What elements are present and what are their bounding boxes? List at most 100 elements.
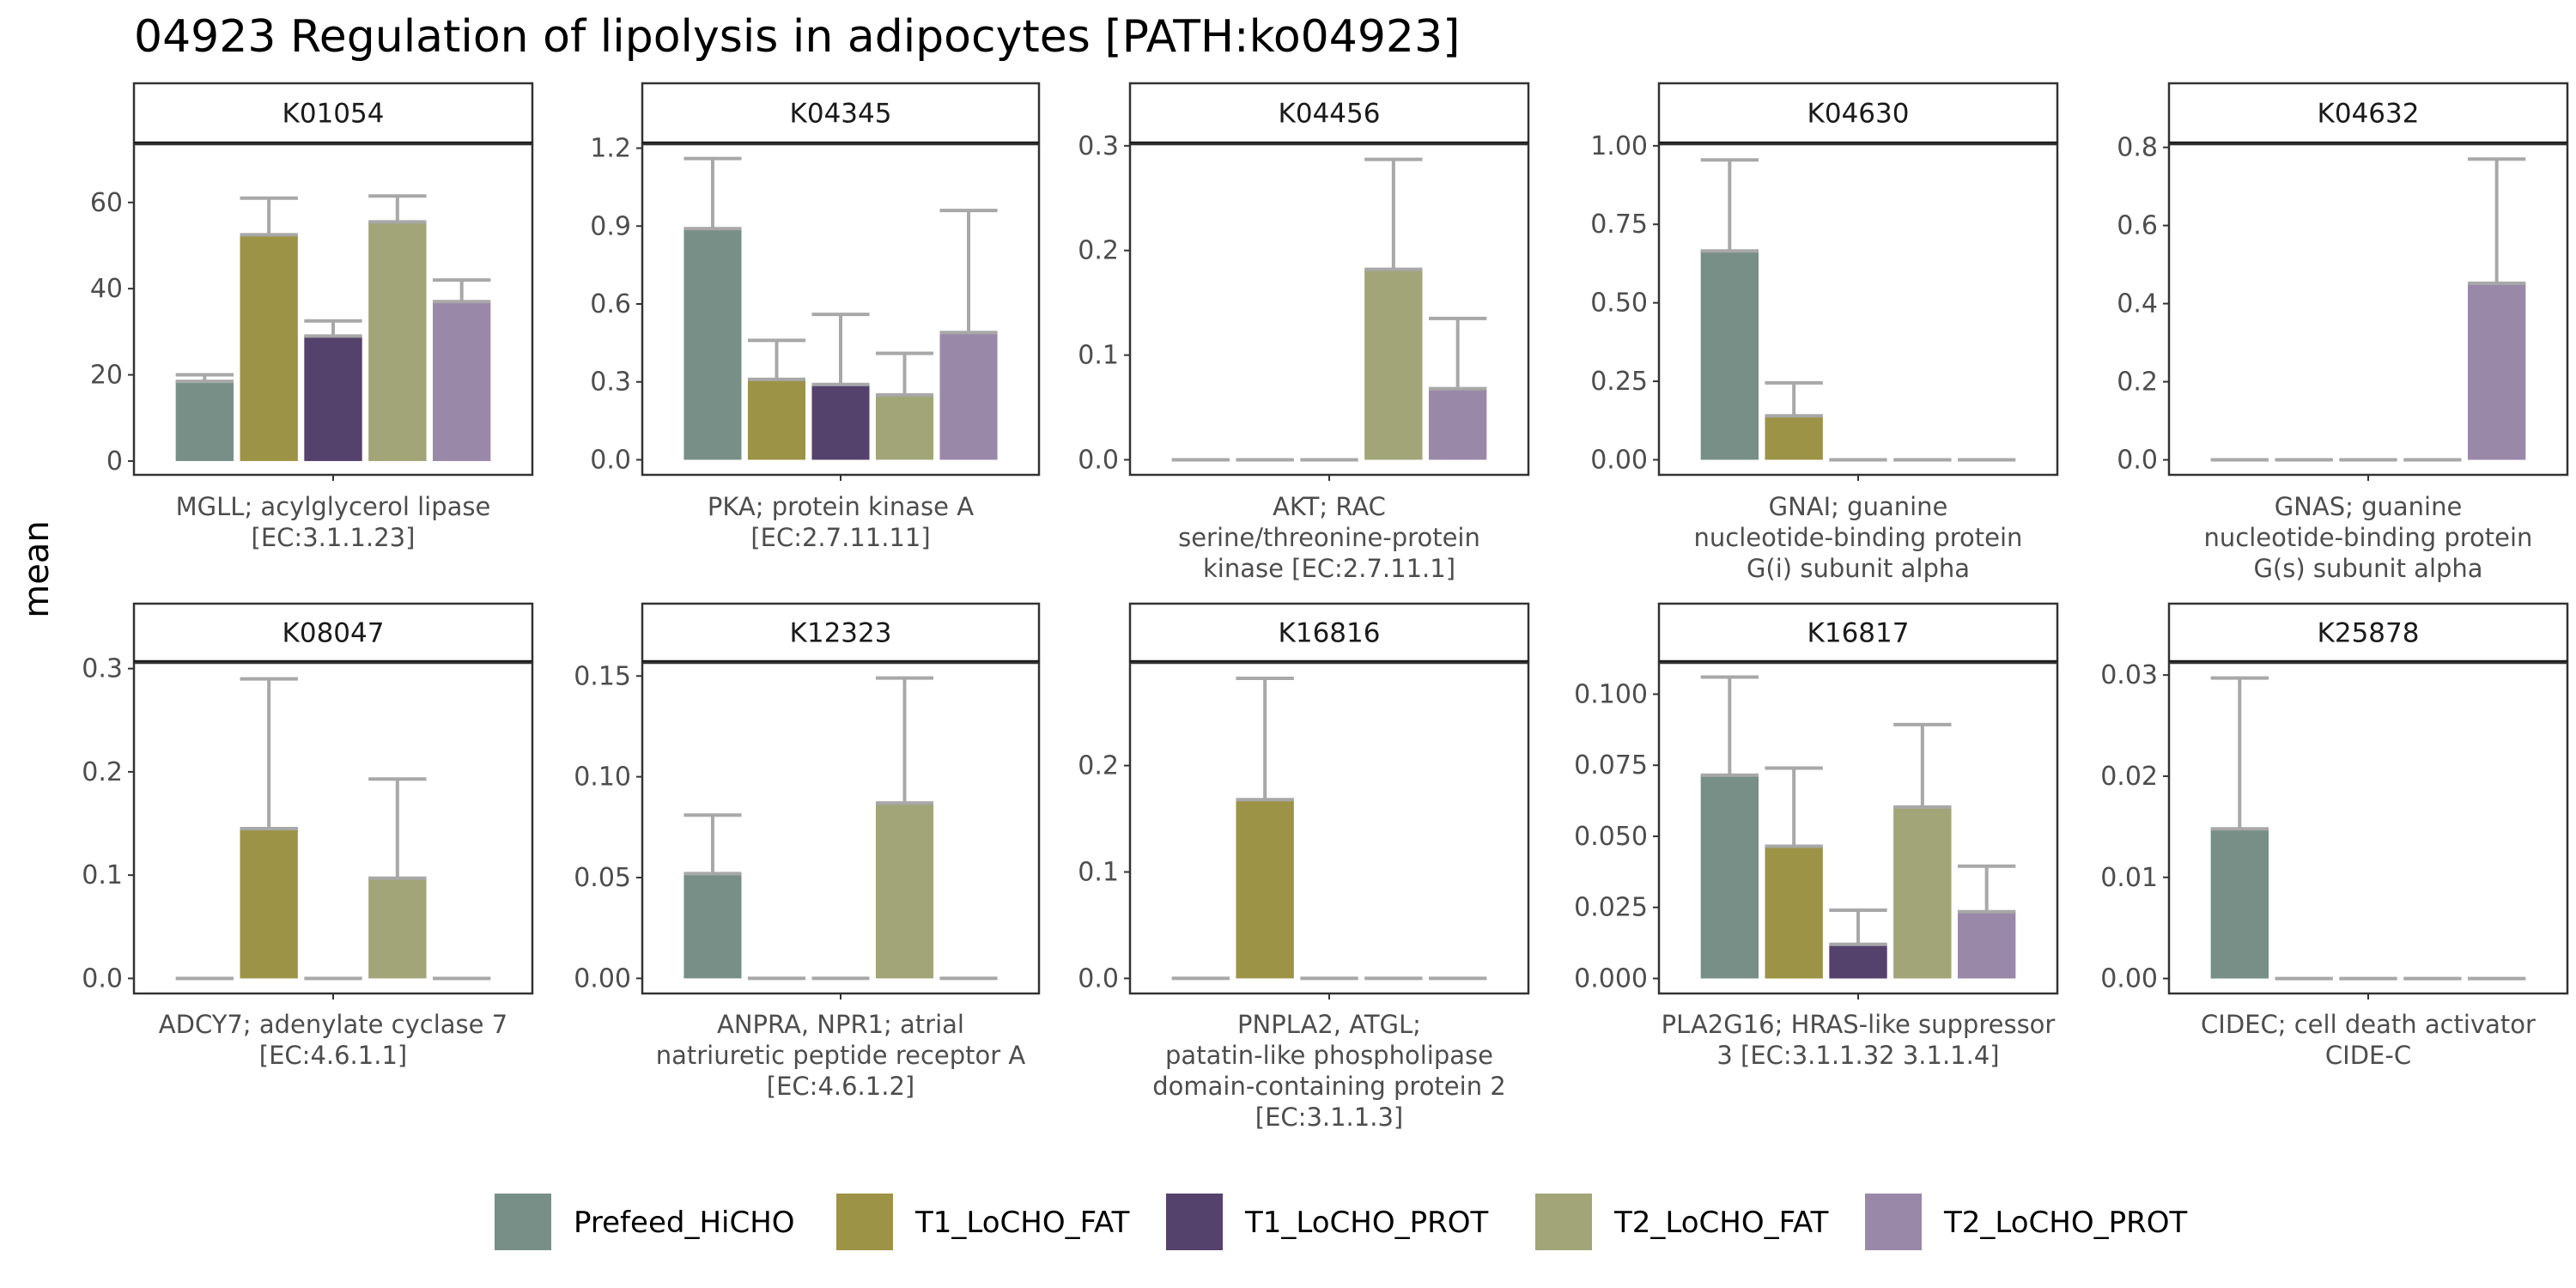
x-category-label: CIDEC; cell death activator (2201, 1010, 2536, 1039)
bar-T2_LoCHO_PROT (433, 301, 491, 461)
legend-swatch-T1_LoCHO_PROT (1166, 1194, 1223, 1250)
x-category-label: GNAS; guanine (2275, 492, 2463, 521)
y-tick-label: 0.050 (1574, 822, 1648, 852)
legend-label-T2_LoCHO_FAT: T2_LoCHO_FAT (1613, 1206, 1829, 1240)
x-category-label: natriuretic peptide receptor A (656, 1041, 1026, 1070)
facet-strip (2167, 82, 2569, 144)
y-tick-label: 0.3 (590, 368, 631, 398)
x-category-label: PLA2G16; HRAS-like suppressor (1662, 1010, 2056, 1039)
y-tick-label: 0.075 (1574, 750, 1648, 781)
y-tick-label: 0.15 (574, 661, 631, 691)
y-axis-label: mean (17, 520, 57, 617)
facet-K04632: K04632 0.0 0.2 0.4 0.6 0.8 GNAS; guaninenucleo… (2117, 82, 2569, 583)
y-tick-label: 0.75 (1590, 210, 1648, 240)
bar-Prefeed_HiCHO (175, 381, 234, 461)
facet-K04456: K04456 0.0 0.1 0.2 0.3 AKT; RACserine/threoni… (1078, 82, 1530, 583)
y-tick-label: 0.9 (590, 211, 631, 241)
y-tick-label: 20 (90, 361, 123, 391)
bar-T2_LoCHO_PROT (2468, 283, 2526, 460)
x-category-label: MGLL; acylglycerol lipase (176, 492, 491, 521)
y-tick-label: 0.00 (2100, 964, 2158, 994)
bar-Prefeed_HiCHO (2210, 829, 2269, 979)
facet-strip (1657, 602, 2059, 663)
x-category-label: domain-containing protein 2 (1152, 1072, 1506, 1101)
bar-T1_LoCHO_FAT (1765, 416, 1823, 460)
x-category-label: nucleotide-binding protein (2204, 523, 2533, 552)
legend-label-T1_LoCHO_PROT: T1_LoCHO_PROT (1244, 1206, 1489, 1240)
facet-strip-label: K16817 (1807, 618, 1910, 649)
facet-K16817: K16817 0.000 0.025 0.050 0.075 0.100 PLA2G16; … (1574, 602, 2059, 1070)
facet-strip-label: K16816 (1279, 618, 1381, 649)
facet-K12323: K12323 0.00 0.05 0.10 0.15 ANPRA, NPR1; atria… (574, 602, 1041, 1101)
bar-T2_LoCHO_PROT (1429, 388, 1487, 460)
y-tick-label: 0 (106, 447, 123, 477)
bar-T1_LoCHO_FAT (1236, 799, 1294, 979)
facet-strip (132, 602, 534, 663)
x-category-label: [EC:4.6.1.1] (259, 1041, 407, 1070)
facet-strip-label: K01054 (283, 99, 385, 130)
y-tick-label: 0.3 (1078, 131, 1119, 161)
y-tick-label: 0.6 (590, 289, 631, 319)
facet-strip-label: K04345 (790, 99, 892, 130)
facet-K16816: K16816 0.0 0.1 0.2 PNPLA2, ATGL;patatin-like… (1078, 602, 1530, 1132)
x-category-label: G(i) subunit alpha (1747, 554, 1970, 583)
bar-T1_LoCHO_PROT (1829, 944, 1887, 979)
y-tick-label: 0.2 (1078, 751, 1119, 781)
bar-Prefeed_HiCHO (1700, 775, 1759, 979)
chart-title: 04923 Regulation of lipolysis in adipocy… (134, 11, 1460, 63)
y-tick-label: 0.025 (1574, 893, 1648, 923)
y-tick-label: 0.2 (2117, 368, 2158, 398)
y-tick-label: 1.00 (1590, 131, 1648, 161)
y-tick-label: 0.0 (1078, 445, 1119, 475)
legend-label-T1_LoCHO_FAT: T1_LoCHO_FAT (914, 1206, 1130, 1240)
y-tick-label: 0.4 (2117, 289, 2158, 319)
legend-label-T2_LoCHO_PROT: T2_LoCHO_PROT (1943, 1206, 2188, 1240)
y-tick-label: 0.8 (2117, 133, 2158, 163)
bar-T2_LoCHO_FAT (1893, 806, 1952, 979)
bar-T2_LoCHO_PROT (1958, 911, 2016, 979)
bar-Prefeed_HiCHO (683, 873, 742, 979)
facet-strip (1128, 602, 1530, 663)
x-category-label: GNAI; guanine (1769, 492, 1948, 521)
facet-strip-label: K04630 (1807, 99, 1910, 130)
legend-swatch-T2_LoCHO_PROT (1865, 1194, 1922, 1250)
x-category-label: ADCY7; adenylate cyclase 7 (159, 1010, 507, 1039)
y-tick-label: 0.00 (1590, 445, 1648, 475)
facet-K01054: K01054 0 20 40 60 MGLL; acylglycerol lipase[E… (90, 82, 534, 552)
facet-strip-label: K25878 (2318, 618, 2420, 649)
facet-strip (641, 82, 1041, 144)
y-tick-label: 0.6 (2117, 211, 2158, 241)
x-category-label: [EC:4.6.1.2] (767, 1072, 914, 1101)
panel-border (1128, 661, 1530, 995)
bar-T1_LoCHO_FAT (747, 379, 806, 460)
facet-K04630: K04630 0.00 0.25 0.50 0.75 1.00 GNAI; guaninen… (1590, 82, 2059, 583)
legend: Prefeed_HiCHO T1_LoCHO_FAT T1_LoCHO_PROT T2… (495, 1194, 2188, 1250)
y-tick-label: 0.2 (1078, 236, 1119, 266)
facet-strip (1657, 82, 2059, 144)
y-tick-label: 0.0 (590, 445, 631, 475)
x-category-label: [EC:3.1.1.3] (1255, 1103, 1403, 1132)
facet-K04345: K04345 0.0 0.3 0.6 0.9 1.2 PKA; protein kinase… (590, 82, 1041, 552)
bar-T2_LoCHO_PROT (939, 332, 998, 460)
x-category-label: [EC:3.1.1.23] (252, 523, 416, 552)
bar-T1_LoCHO_PROT (304, 336, 362, 461)
x-category-label: nucleotide-binding protein (1694, 523, 2023, 552)
y-tick-label: 0.000 (1574, 964, 1648, 994)
y-tick-label: 0.05 (574, 863, 631, 893)
x-category-label: 3 [EC:3.1.1.32 3.1.1.4] (1716, 1041, 1999, 1070)
x-category-label: serine/threonine-protein (1178, 523, 1480, 552)
y-tick-label: 0.1 (1078, 341, 1119, 371)
y-tick-label: 0.100 (1574, 679, 1648, 709)
x-category-label: G(s) subunit alpha (2253, 554, 2482, 583)
x-category-label: CIDE-C (2325, 1041, 2411, 1070)
x-category-label: PKA; protein kinase A (708, 492, 974, 521)
y-tick-label: 0.25 (1590, 367, 1648, 397)
x-category-label: patatin-like phospholipase (1165, 1041, 1493, 1070)
x-category-label: kinase [EC:2.7.11.1] (1203, 554, 1455, 583)
facet-strip-label: K04632 (2318, 99, 2420, 130)
bar-T1_LoCHO_FAT (240, 829, 298, 979)
y-tick-label: 0.0 (2117, 446, 2158, 476)
y-tick-label: 0.0 (82, 963, 123, 993)
